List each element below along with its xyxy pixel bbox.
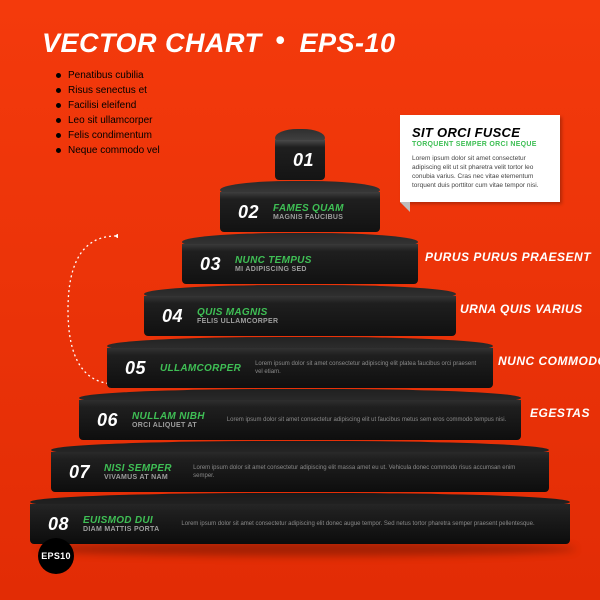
level-number: 02 (238, 202, 259, 223)
pyramid-bar: 06 NULLAM NIBHORCI ALIQUET AT Lorem ipsum … (79, 400, 521, 440)
level-sublabel: DIAM MATTIS PORTA (83, 526, 159, 533)
level-number: 06 (97, 410, 118, 431)
level-labels: ULLAMCORPER (160, 363, 233, 374)
level-labels: NUNC TEMPUSMI ADIPISCING SED (235, 255, 312, 273)
level-number: 03 (200, 254, 221, 275)
eps-badge: EPS10 (38, 538, 74, 574)
level-number: 04 (162, 306, 183, 327)
level-sublabel: FELIS ULLAMCORPER (197, 318, 278, 325)
level-label: ULLAMCORPER (160, 363, 233, 374)
level-label: EUISMOD DUI (83, 515, 159, 526)
title-right: EPS-10 (300, 28, 396, 58)
level-labels: QUIS MAGNISFELIS ULLAMCORPER (197, 307, 278, 325)
title-left: VECTOR CHART (42, 28, 262, 58)
level-labels: EUISMOD DUIDIAM MATTIS PORTA (83, 515, 159, 533)
level-number: 05 (125, 358, 146, 379)
eps-badge-text: EPS10 (41, 551, 71, 561)
level-label: NULLAM NIBH (132, 411, 205, 422)
level-sublabel: MAGNIS FAUCIBUS (273, 214, 344, 221)
bullet-item: Penatibus cubilia (56, 68, 160, 83)
bullet-item: Leo sit ullamcorper (56, 113, 160, 128)
pyramid-bar: 03 NUNC TEMPUSMI ADIPISCING SED (182, 244, 418, 284)
pyramid-row: 06 NULLAM NIBHORCI ALIQUET AT Lorem ipsum … (0, 400, 600, 440)
level-sublabel: ORCI ALIQUET AT (132, 422, 205, 429)
side-label: EGESTAS (530, 406, 590, 420)
pyramid-row: 02 FAMES QUAMMAGNIS FAUCIBUS (0, 192, 600, 232)
side-label: PURUS PURUS PRAESENT (425, 250, 591, 264)
level-number: 01 (293, 150, 314, 171)
stage: VECTOR CHART • EPS-10 Penatibus cubiliaR… (0, 0, 600, 600)
level-label: FAMES QUAM (273, 203, 344, 214)
level-labels: FAMES QUAMMAGNIS FAUCIBUS (273, 203, 344, 221)
pyramid-bar: 04 QUIS MAGNISFELIS ULLAMCORPER (144, 296, 456, 336)
level-number: 08 (48, 514, 69, 535)
pyramid-shadow (36, 542, 576, 556)
side-label: NUNC COMMODO (498, 354, 600, 368)
callout-title: SIT ORCI FUSCE (412, 125, 548, 140)
level-label: NISI SEMPER (104, 463, 171, 474)
level-sublabel: VIVAMUS AT NAM (104, 474, 171, 481)
bullet-item: Facilisi eleifend (56, 98, 160, 113)
level-number: 07 (69, 462, 90, 483)
level-body: Lorem ipsum dolor sit amet consectetur a… (255, 360, 493, 376)
level-label: NUNC TEMPUS (235, 255, 312, 266)
pyramid-bar: 07 NISI SEMPERVIVAMUS AT NAM Lorem ipsum d… (51, 452, 549, 492)
level-body: Lorem ipsum dolor sit amet consectetur a… (181, 520, 548, 528)
side-label: URNA QUIS VARIUS (460, 302, 583, 316)
level-label: QUIS MAGNIS (197, 307, 278, 318)
pyramid-row: 01 (0, 140, 600, 180)
title-separator: • (270, 25, 292, 55)
level-sublabel: MI ADIPISCING SED (235, 266, 312, 273)
page-title: VECTOR CHART • EPS-10 (42, 28, 396, 59)
level-labels: NULLAM NIBHORCI ALIQUET AT (132, 411, 205, 429)
pyramid-bar: 05 ULLAMCORPER Lorem ipsum dolor sit amet … (107, 348, 493, 388)
bullet-item: Risus senectus et (56, 83, 160, 98)
pyramid-bar: 08 EUISMOD DUIDIAM MATTIS PORTA Lorem ipsu… (30, 504, 570, 544)
pyramid-row: 07 NISI SEMPERVIVAMUS AT NAM Lorem ipsum d… (0, 452, 600, 492)
level-body: Lorem ipsum dolor sit amet consectetur a… (227, 416, 520, 424)
pyramid-bar: 01 (275, 140, 325, 180)
level-body: Lorem ipsum dolor sit amet consectetur a… (193, 464, 549, 480)
pyramid-bar: 02 FAMES QUAMMAGNIS FAUCIBUS (220, 192, 380, 232)
pyramid-row: 08 EUISMOD DUIDIAM MATTIS PORTA Lorem ipsu… (0, 504, 600, 544)
level-labels: NISI SEMPERVIVAMUS AT NAM (104, 463, 171, 481)
